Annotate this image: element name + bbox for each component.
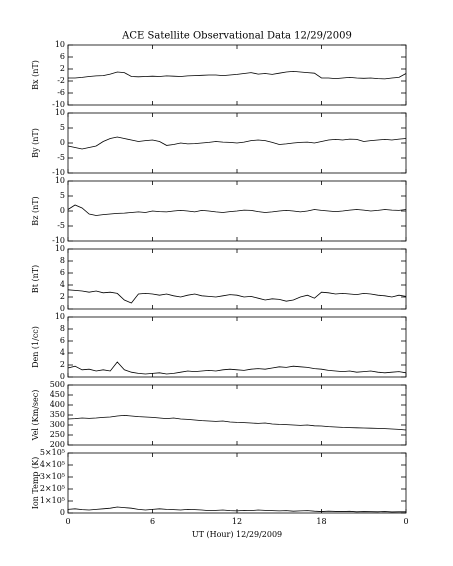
- y-axis-label: Ion Temp (K): [31, 457, 40, 510]
- y-tick-label: 0: [60, 206, 65, 215]
- y-tick-label: 5: [60, 191, 65, 200]
- y-tick-label: 4: [60, 348, 65, 357]
- y-tick-label: -5: [57, 153, 65, 162]
- data-line: [67, 506, 406, 513]
- y-tick-label: 10: [55, 108, 65, 117]
- data-line: [68, 70, 407, 80]
- y-axis-label: Bx (nT): [31, 60, 40, 90]
- y-axis-label: Bt (nT): [31, 265, 40, 293]
- y-tick-label: 1×10⁵: [40, 496, 65, 505]
- x-tick-label: 12: [232, 517, 242, 526]
- y-tick-label: 4: [60, 280, 65, 289]
- y-axis-label: By (nT): [31, 128, 40, 158]
- x-tick-label: 18: [316, 517, 326, 526]
- y-axis-label: Vel (Km/sec): [31, 390, 40, 442]
- y-tick-label: -5: [57, 221, 65, 230]
- data-line: [67, 361, 407, 375]
- y-tick-label: 3×10⁵: [40, 472, 65, 481]
- x-axis-label: UT (Hour) 12/29/2009: [192, 530, 282, 539]
- y-tick-label: 6: [60, 336, 65, 345]
- y-tick-label: -10: [52, 168, 65, 177]
- y-tick-label: 2×10⁵: [40, 484, 65, 493]
- y-tick-label: 8: [60, 256, 65, 265]
- y-tick-label: 6: [60, 52, 65, 61]
- y-tick-label: 450: [50, 390, 65, 399]
- x-tick-label: 0: [65, 517, 70, 526]
- chart-title: ACE Satellite Observational Data 12/29/2…: [121, 31, 352, 42]
- y-tick-label: 300: [50, 420, 65, 429]
- y-tick-label: 10: [55, 176, 65, 185]
- plot-frame: [67, 316, 407, 378]
- y-tick-label: -10: [52, 100, 65, 109]
- y-tick-label: 5×10⁵: [40, 448, 65, 457]
- y-tick-label: 0: [60, 304, 65, 313]
- y-tick-label: 8: [60, 324, 65, 333]
- y-tick-label: 10: [55, 244, 65, 253]
- y-tick-label: 2: [60, 360, 65, 369]
- y-tick-label: 2: [60, 292, 65, 301]
- y-tick-label: 250: [50, 430, 65, 439]
- y-tick-label: 2: [60, 64, 65, 73]
- y-tick-label: -10: [52, 236, 65, 245]
- y-tick-label: 0: [60, 508, 65, 517]
- y-tick-label: 10: [55, 312, 65, 321]
- y-tick-label: 4×10⁵: [40, 460, 65, 469]
- y-tick-label: 500: [50, 380, 65, 389]
- data-line: [67, 414, 407, 431]
- data-line: [67, 289, 407, 304]
- plot-frame: [67, 452, 407, 514]
- data-line: [67, 204, 407, 216]
- y-tick-label: 5: [60, 123, 65, 132]
- y-tick-label: 350: [50, 410, 65, 419]
- y-axis-label: Bz (nT): [31, 196, 40, 225]
- y-tick-label: 10: [55, 40, 65, 49]
- y-tick-label: -2: [57, 76, 65, 85]
- plot-frame: [67, 248, 407, 310]
- plot-frame: [67, 384, 407, 446]
- y-tick-label: 400: [50, 400, 65, 409]
- x-tick-label: 6: [150, 517, 155, 526]
- y-tick-label: -6: [57, 88, 65, 97]
- y-tick-label: 200: [50, 440, 65, 449]
- y-axis-label: Den (1/cc): [31, 326, 40, 368]
- y-tick-label: 0: [60, 372, 65, 381]
- x-tick-label: 0: [403, 517, 408, 526]
- y-tick-label: 6: [60, 268, 65, 277]
- y-tick-label: 0: [60, 138, 65, 147]
- data-line: [67, 136, 407, 150]
- plot-frame: [67, 44, 407, 106]
